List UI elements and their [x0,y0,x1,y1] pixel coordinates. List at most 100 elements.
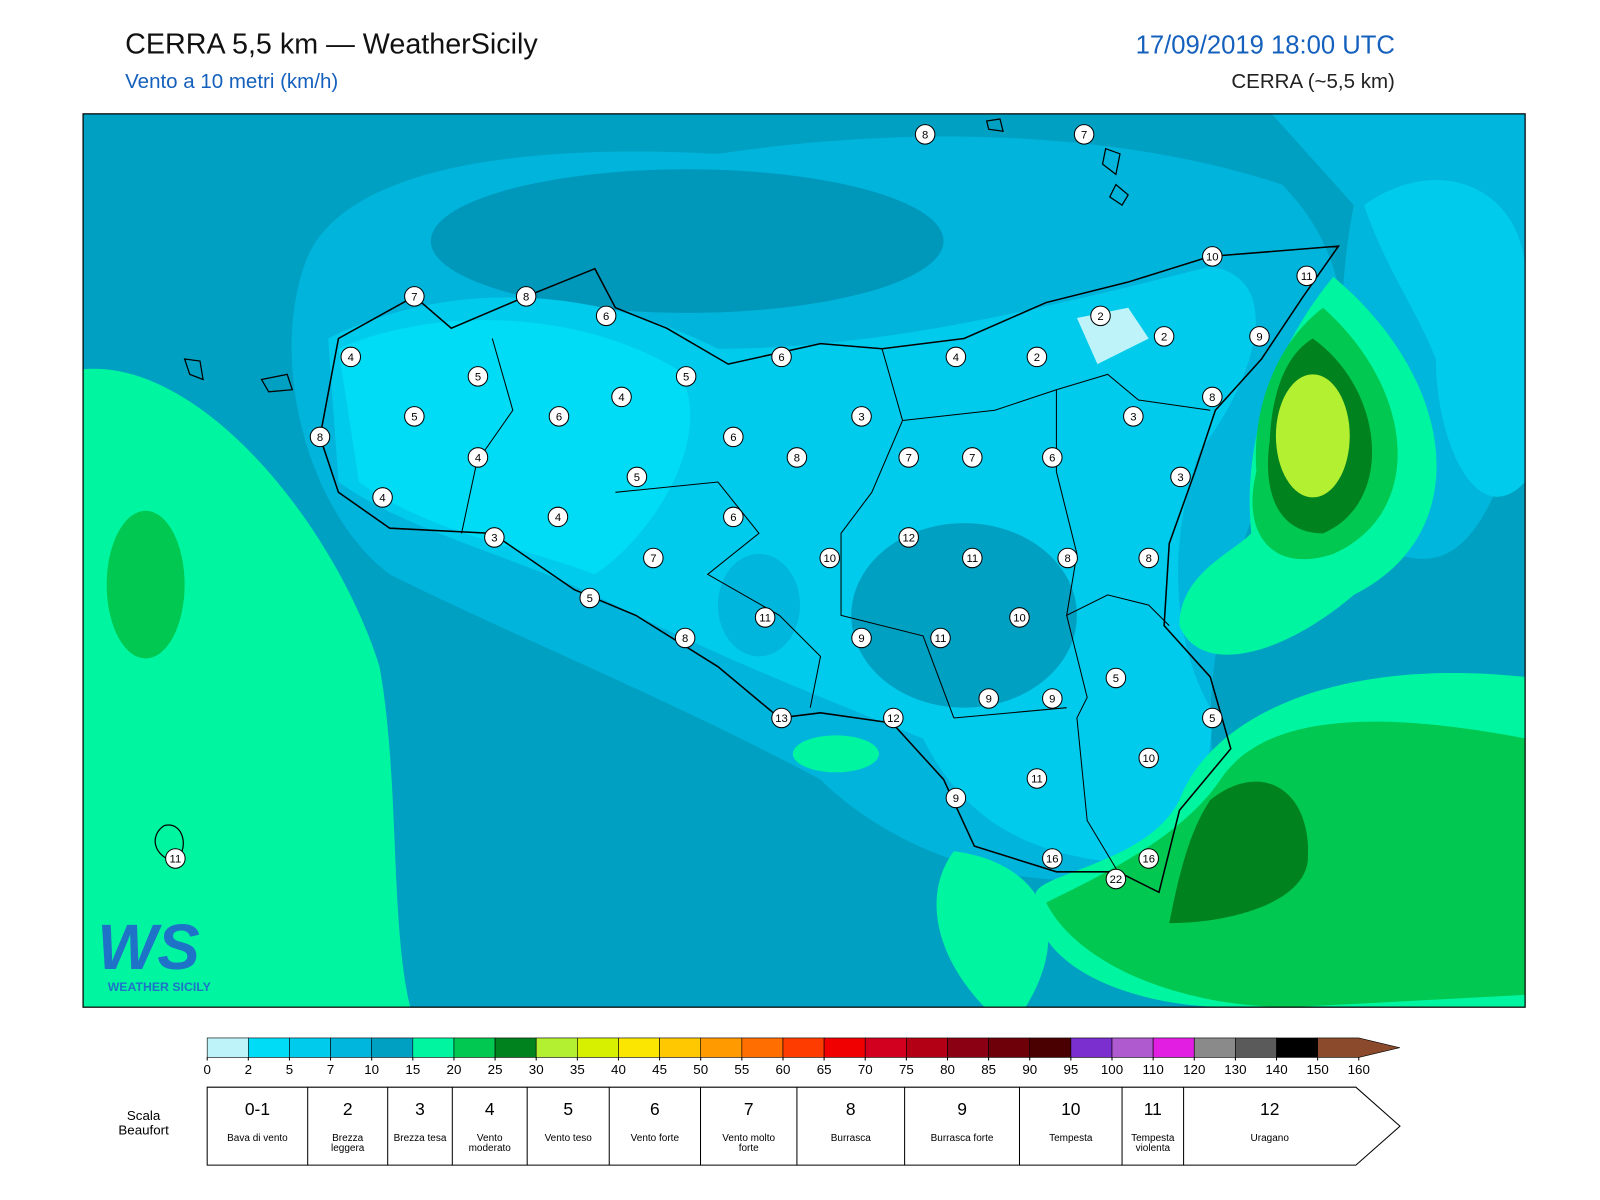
station-value: 4 [555,512,561,524]
station-value: 5 [634,472,640,484]
station-marker [579,587,600,609]
station-marker [1202,707,1223,729]
colorbar-segment [1152,1037,1195,1058]
beaufort-description: Burrasca [830,1133,871,1145]
colorbar-segment [700,1037,743,1058]
station-value: 11 [1031,774,1043,786]
station-value: 5 [587,593,593,605]
colorbar-tick-label: 35 [570,1062,585,1077]
station-marker [372,487,393,508]
station-value: 5 [475,372,481,384]
colorbar-segment [453,1037,496,1058]
station-value: 8 [682,633,688,645]
beaufort-frame [206,1086,1401,1166]
station-marker [611,386,632,408]
colorbar-tick-label: 80 [940,1062,955,1077]
colorbar-segment [577,1037,619,1058]
beaufort-force: 3 [415,1099,425,1119]
station-marker [1153,326,1175,347]
station-marker [1138,848,1159,869]
colorbar-tick-label: 0 [203,1062,210,1077]
station-value: 9 [953,793,959,805]
station-value: 9 [1256,332,1262,344]
colorbar-segment [864,1037,907,1058]
beaufort-force: 0-1 [245,1099,270,1119]
colorbar-segment [782,1037,825,1058]
station-marker [898,527,919,548]
station-marker [674,627,696,649]
station-marker [883,707,904,729]
station-marker [165,848,186,869]
colorbar-segment [1276,1037,1318,1058]
station-marker [723,426,744,448]
station-marker [1202,246,1223,267]
station-marker [1123,406,1144,427]
colorbar-tick-label: 120 [1183,1062,1205,1077]
station-marker [945,346,967,368]
colorbar-tick-label: 110 [1143,1062,1164,1077]
colorbar-segment [906,1037,948,1058]
station-value: 9 [1049,694,1055,706]
station-marker [771,707,792,729]
station-marker [962,447,983,468]
beaufort-force: 10 [1061,1099,1081,1119]
beaufort-description: Vento moderato [468,1133,511,1155]
beaufort-description: Vento molto forte [722,1133,776,1155]
station-marker [404,406,425,427]
beaufort-force: 11 [1144,1099,1162,1119]
station-value: 11 [1301,271,1313,283]
station-value: 3 [1130,412,1136,424]
station-marker [467,366,489,387]
station-marker [484,527,505,548]
station-marker [914,124,936,145]
station-marker [930,627,951,649]
station-marker [643,547,664,569]
map-frame [82,113,1526,1008]
colorbar-segment [412,1037,455,1058]
station-marker [309,426,331,448]
colorbar-segment [206,1037,249,1058]
station-marker [626,466,648,488]
station-value: 6 [1049,453,1055,465]
station-marker [819,547,840,569]
station-marker [675,366,697,387]
colorbar-segment [248,1037,290,1058]
station-value: 9 [858,633,864,645]
station-marker [945,787,967,809]
colorbar-tick-label: 45 [652,1062,667,1077]
beaufort-description: Vento forte [630,1133,680,1145]
station-value: 6 [603,311,609,323]
station-value: 9 [986,694,992,706]
station-marker [1105,667,1127,689]
station-value: 12 [902,533,915,545]
station-value: 11 [759,613,771,625]
station-value: 6 [556,412,562,424]
station-value: 10 [823,553,836,565]
station-marker [771,346,792,368]
beaufort-description: Brezza tesa [393,1133,447,1145]
station-value: 16 [1142,854,1155,866]
station-marker [515,286,537,307]
colorbar-segment [1111,1037,1154,1058]
beaufort-force: 12 [1260,1099,1279,1119]
station-marker [962,547,983,569]
colorbar-segment [1235,1037,1277,1058]
station-marker [1138,747,1159,769]
station-marker [548,406,570,427]
station-value: 11 [935,633,947,645]
beaufort-label: Scala Beaufort [118,1108,169,1137]
station-marker [978,688,999,709]
station-value: 6 [730,512,736,524]
station-marker [754,607,776,628]
colorbar-tick-label: 65 [817,1062,832,1077]
colorbar-tick-label: 7 [327,1062,334,1077]
station-marker [1026,768,1048,789]
beaufort-description: Burrasca forte [930,1133,994,1145]
station-value: 8 [1146,553,1152,565]
station-marker [1202,386,1223,408]
datetime: 17/09/2019 18:00 UTC [1136,31,1395,59]
title: CERRA 5,5 km — WeatherSicily [125,28,538,60]
station-marker [1009,607,1030,628]
colorbar-tick-label: 150 [1307,1062,1329,1077]
station-value: 2 [1097,311,1103,323]
